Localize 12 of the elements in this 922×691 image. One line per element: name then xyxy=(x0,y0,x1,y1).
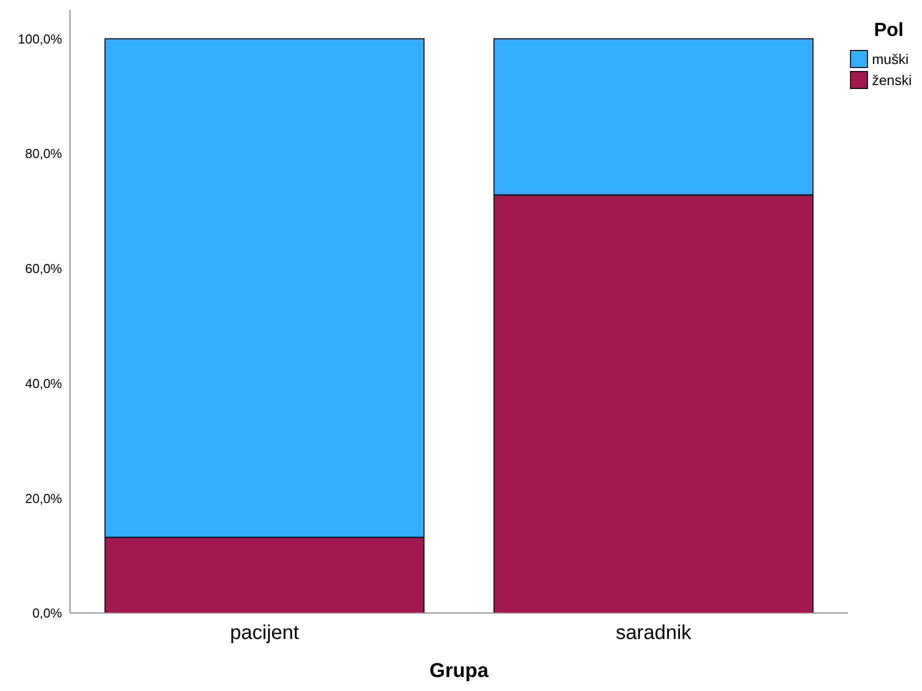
x-tick-label: pacijent xyxy=(230,622,300,644)
y-tick-label: 0,0% xyxy=(32,606,62,621)
x-axis-title: Grupa xyxy=(430,660,490,682)
legend-title: Pol xyxy=(874,20,905,42)
y-tick-label: 60,0% xyxy=(25,261,62,276)
y-tick-label: 40,0% xyxy=(25,376,62,391)
y-tick-label: 100,0% xyxy=(18,31,62,46)
legend-label: muški xyxy=(872,50,909,66)
legend-label: ženski xyxy=(872,72,912,88)
x-tick-label: saradnik xyxy=(616,622,692,644)
y-tick-label: 20,0% xyxy=(25,490,62,506)
y-tick-label: 80,0% xyxy=(25,146,62,162)
